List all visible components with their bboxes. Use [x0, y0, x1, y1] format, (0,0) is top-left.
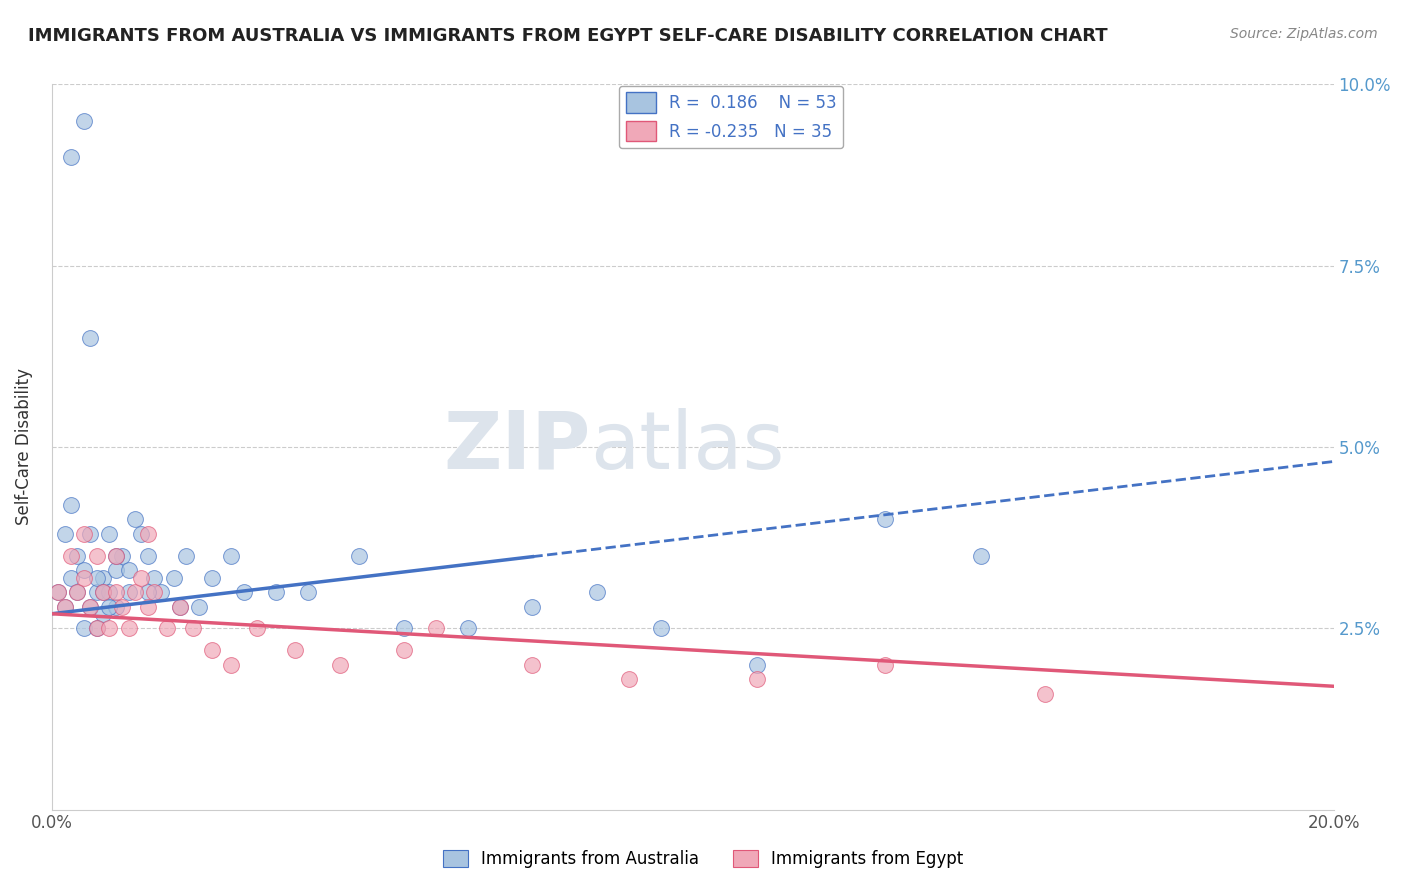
Point — [53, 599, 76, 614]
Point — [181, 621, 204, 635]
Text: Source: ZipAtlas.com: Source: ZipAtlas.com — [1230, 27, 1378, 41]
Point — [457, 621, 479, 635]
Point — [98, 585, 121, 599]
Point — [585, 585, 607, 599]
Point — [53, 599, 76, 614]
Point — [59, 549, 82, 563]
Legend: Immigrants from Australia, Immigrants from Egypt: Immigrants from Australia, Immigrants fr… — [436, 843, 970, 875]
Text: ZIP: ZIP — [443, 408, 591, 486]
Point — [169, 599, 191, 614]
Point — [873, 512, 896, 526]
Point — [118, 621, 141, 635]
Y-axis label: Self-Care Disability: Self-Care Disability — [15, 368, 32, 525]
Point — [86, 621, 108, 635]
Point — [169, 599, 191, 614]
Point — [46, 585, 69, 599]
Point — [66, 549, 89, 563]
Point — [91, 607, 114, 621]
Point — [264, 585, 287, 599]
Point — [136, 599, 159, 614]
Point — [73, 527, 96, 541]
Point — [136, 549, 159, 563]
Point — [329, 657, 352, 672]
Point — [104, 585, 127, 599]
Point — [91, 585, 114, 599]
Point — [73, 570, 96, 584]
Point — [162, 570, 184, 584]
Point — [394, 643, 416, 657]
Point — [745, 657, 768, 672]
Legend: R =  0.186    N = 53, R = -0.235   N = 35: R = 0.186 N = 53, R = -0.235 N = 35 — [619, 86, 844, 148]
Point — [104, 549, 127, 563]
Point — [73, 563, 96, 577]
Point — [156, 621, 179, 635]
Point — [149, 585, 172, 599]
Point — [522, 599, 544, 614]
Point — [297, 585, 319, 599]
Point — [219, 549, 242, 563]
Point — [136, 585, 159, 599]
Point — [53, 527, 76, 541]
Point — [98, 621, 121, 635]
Point — [522, 657, 544, 672]
Point — [219, 657, 242, 672]
Point — [46, 585, 69, 599]
Point — [136, 527, 159, 541]
Point — [59, 498, 82, 512]
Point — [118, 585, 141, 599]
Point — [104, 599, 127, 614]
Point — [233, 585, 256, 599]
Point — [66, 585, 89, 599]
Point — [143, 585, 166, 599]
Point — [73, 113, 96, 128]
Point — [79, 599, 101, 614]
Point — [873, 657, 896, 672]
Point — [394, 621, 416, 635]
Point — [284, 643, 307, 657]
Point — [118, 563, 141, 577]
Point — [143, 570, 166, 584]
Point — [246, 621, 269, 635]
Point — [176, 549, 198, 563]
Point — [111, 549, 134, 563]
Point — [124, 512, 146, 526]
Point — [79, 599, 101, 614]
Point — [745, 672, 768, 686]
Text: atlas: atlas — [591, 408, 785, 486]
Point — [104, 549, 127, 563]
Point — [124, 585, 146, 599]
Point — [1033, 686, 1056, 700]
Point — [111, 599, 134, 614]
Point — [79, 527, 101, 541]
Point — [349, 549, 371, 563]
Point — [131, 527, 153, 541]
Point — [131, 570, 153, 584]
Point — [104, 563, 127, 577]
Point — [86, 570, 108, 584]
Point — [91, 585, 114, 599]
Point — [650, 621, 672, 635]
Point — [79, 331, 101, 345]
Point — [970, 549, 993, 563]
Point — [86, 585, 108, 599]
Point — [66, 585, 89, 599]
Point — [59, 150, 82, 164]
Point — [59, 570, 82, 584]
Point — [201, 643, 224, 657]
Text: IMMIGRANTS FROM AUSTRALIA VS IMMIGRANTS FROM EGYPT SELF-CARE DISABILITY CORRELAT: IMMIGRANTS FROM AUSTRALIA VS IMMIGRANTS … — [28, 27, 1108, 45]
Point — [86, 549, 108, 563]
Point — [91, 570, 114, 584]
Point — [188, 599, 211, 614]
Point — [86, 621, 108, 635]
Point — [98, 599, 121, 614]
Point — [617, 672, 640, 686]
Point — [201, 570, 224, 584]
Point — [73, 621, 96, 635]
Point — [98, 527, 121, 541]
Point — [425, 621, 447, 635]
